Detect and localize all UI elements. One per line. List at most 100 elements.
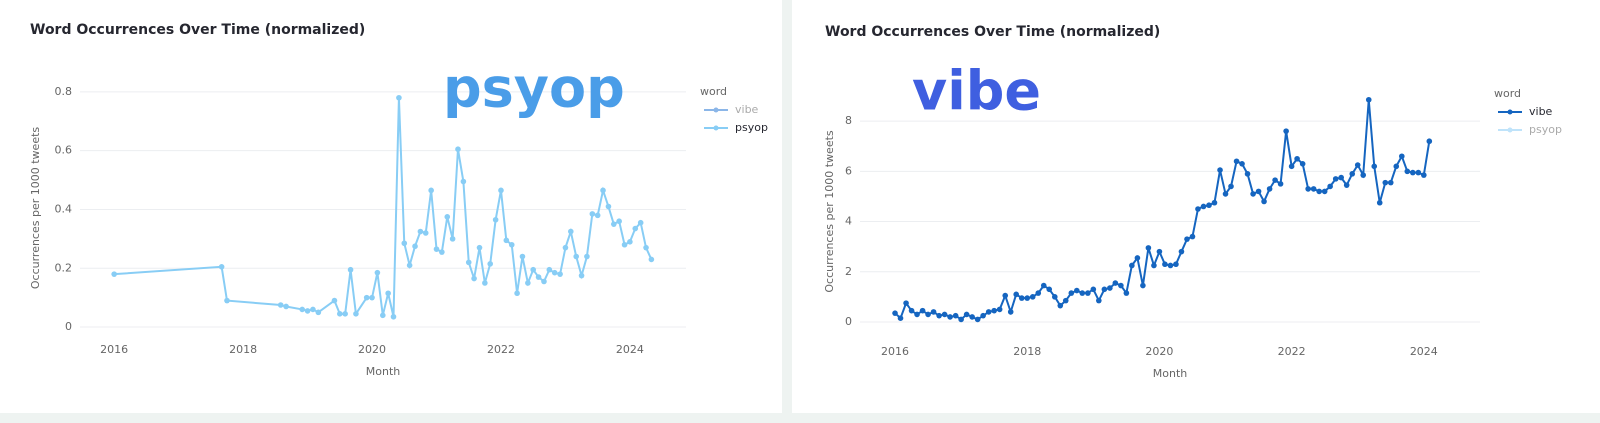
point (482, 280, 488, 286)
legend-marker (1507, 127, 1513, 133)
point (1018, 295, 1025, 301)
point (1129, 262, 1135, 269)
point (455, 146, 461, 153)
point (487, 261, 494, 267)
point (1002, 292, 1009, 299)
y-tick-label: 8 (845, 114, 852, 127)
point (952, 312, 959, 319)
point (1151, 262, 1157, 269)
point (224, 297, 230, 304)
y-axis-label: Occurrences per 1000 tweets (29, 127, 42, 290)
point (498, 187, 504, 194)
x-tick-label: 2018 (1013, 345, 1041, 358)
point (996, 306, 1003, 313)
point (969, 314, 975, 320)
point (936, 312, 942, 319)
point (1376, 199, 1383, 206)
point (991, 307, 997, 314)
point (1211, 199, 1218, 206)
point (514, 290, 520, 297)
point (546, 266, 553, 273)
point (1250, 191, 1256, 197)
point (963, 311, 970, 318)
point (1332, 176, 1339, 182)
x-tick-label: 2020 (1145, 345, 1173, 358)
point (1134, 255, 1141, 261)
point (958, 316, 964, 323)
point (401, 240, 408, 247)
point (1327, 183, 1333, 190)
point (508, 241, 515, 248)
point (541, 278, 547, 285)
point (406, 262, 413, 269)
point (369, 294, 375, 301)
point (471, 275, 477, 282)
point (347, 266, 354, 273)
point (1156, 248, 1163, 255)
legend-label: psyop (735, 121, 768, 134)
point (1310, 186, 1317, 192)
point (974, 316, 981, 323)
point (551, 269, 558, 276)
point (637, 219, 644, 226)
point (1051, 294, 1058, 300)
point (1338, 174, 1344, 181)
point (1233, 158, 1240, 165)
point (1145, 245, 1152, 251)
x-tick-label: 2022 (1278, 345, 1306, 358)
point (930, 309, 937, 315)
point (621, 241, 628, 248)
legend-label: vibe (1529, 105, 1553, 118)
point (1118, 282, 1124, 289)
x-tick-label: 2024 (616, 343, 644, 356)
point (632, 225, 639, 232)
point (315, 309, 322, 316)
point (1399, 153, 1405, 160)
point (1409, 169, 1416, 176)
point (557, 271, 563, 277)
x-axis-label: Month (366, 365, 401, 378)
point (310, 306, 316, 313)
legend-marker (713, 125, 719, 131)
point (1382, 179, 1389, 186)
point (1200, 203, 1207, 210)
point (1283, 128, 1289, 134)
point (1426, 138, 1433, 145)
left-panel (0, 0, 782, 413)
legend-marker (1507, 109, 1513, 115)
point (616, 218, 622, 225)
point (535, 274, 542, 280)
point (1173, 261, 1179, 268)
point (1062, 297, 1069, 304)
point (1365, 96, 1372, 103)
point (919, 307, 926, 314)
point (283, 303, 289, 310)
x-tick-label: 2016 (881, 345, 909, 358)
point (627, 239, 633, 245)
chart-title: Word Occurrences Over Time (normalized) (30, 22, 365, 38)
point (460, 178, 467, 185)
point (1266, 186, 1273, 192)
point (417, 228, 424, 235)
point (1288, 163, 1295, 170)
point (643, 244, 649, 251)
point (337, 311, 343, 317)
point (374, 269, 381, 276)
point (331, 297, 338, 304)
series-line (114, 97, 653, 317)
point (1349, 171, 1356, 177)
point (525, 280, 531, 286)
point (1035, 290, 1042, 296)
point (390, 313, 397, 320)
y-tick-label: 0.6 (55, 144, 73, 157)
point (385, 290, 391, 297)
point (433, 246, 440, 252)
point (218, 263, 225, 270)
annotation: vibe (912, 60, 1041, 123)
point (1299, 161, 1306, 167)
point (1024, 295, 1031, 301)
y-tick-label: 0 (845, 315, 852, 328)
point (578, 272, 585, 279)
point (573, 253, 580, 260)
